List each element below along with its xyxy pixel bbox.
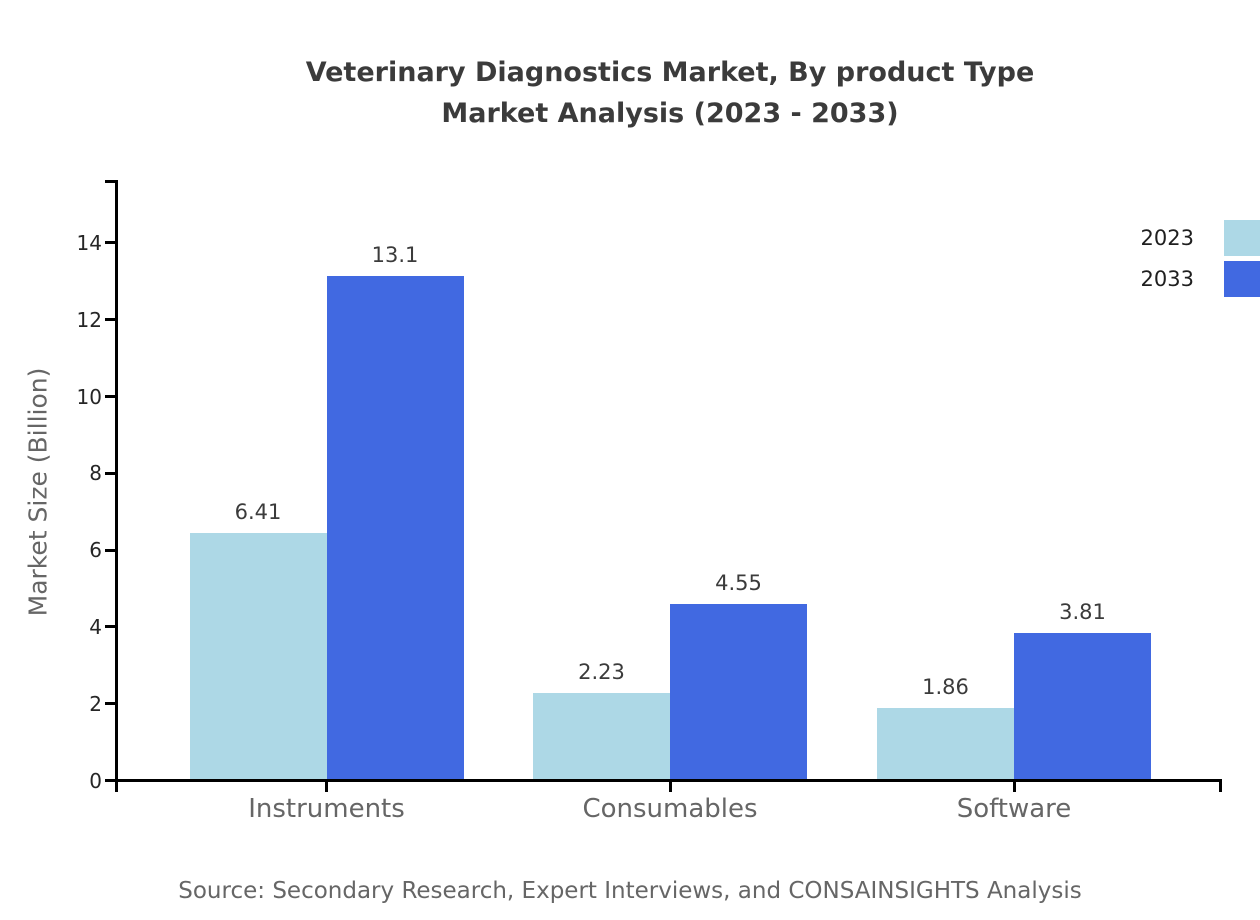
y-tick [105, 395, 115, 399]
legend-swatch-2023 [1224, 220, 1260, 256]
bar-2023-software [877, 707, 1014, 779]
bar-value-2033-software: 3.81 [1059, 599, 1106, 624]
bar-value-2023-instruments: 6.41 [234, 499, 282, 524]
y-tick [105, 471, 115, 475]
legend: 2023 2033 [1141, 220, 1260, 297]
y-tick-label: 0 [89, 768, 102, 793]
x-tick [668, 782, 672, 792]
x-axis-line [115, 779, 1222, 782]
bar-value-2033-instruments: 13.1 [371, 242, 419, 267]
x-tick-label-consumables: Consumables [582, 794, 758, 824]
bar-2033-instruments [326, 275, 464, 779]
x-tick-label-software: Software [956, 794, 1072, 824]
chart-title-line1: Veterinary Diagnostics Market, By produc… [305, 57, 1035, 88]
y-tick [105, 548, 115, 552]
bar-2023-consumables [533, 693, 670, 779]
bar-value-2023-consumables: 2.23 [578, 660, 625, 685]
y-tick [105, 318, 115, 322]
bar-value-2033-consumables: 4.55 [715, 571, 762, 596]
y-tick [105, 779, 115, 782]
y-tick-label: 6 [89, 538, 102, 563]
y-tick-label: 10 [76, 384, 102, 409]
x-axis-end-tick [1219, 782, 1222, 792]
y-tick [105, 625, 115, 629]
source-note: Source: Secondary Research, Expert Inter… [178, 878, 1082, 904]
bar-value-2023-software: 1.86 [922, 674, 969, 699]
legend-swatch-2033 [1224, 261, 1260, 297]
y-tick [105, 241, 115, 245]
x-tick [325, 782, 328, 792]
bar-2023-instruments [189, 532, 327, 779]
y-tick-label: 2 [89, 691, 102, 716]
y-tick-label: 8 [89, 461, 102, 486]
x-tick-label-instruments: Instruments [248, 794, 405, 824]
y-tick-label: 14 [76, 230, 102, 255]
chart-title-line2: Market Analysis (2023 - 2033) [441, 98, 899, 129]
y-tick-label: 4 [89, 614, 102, 639]
chart-title: Veterinary Diagnostics Market, By produc… [118, 52, 1222, 134]
legend-row-2023: 2023 [1141, 220, 1260, 256]
x-tick [1012, 782, 1016, 792]
y-tick-label: 12 [76, 307, 102, 332]
legend-label-2033: 2033 [1140, 267, 1194, 291]
legend-label-2023: 2023 [1140, 226, 1194, 250]
y-axis-end-tick [105, 180, 115, 183]
bar-2033-consumables [670, 604, 807, 779]
bar-2033-software [1014, 632, 1151, 779]
y-tick [105, 702, 115, 706]
y-axis-line [115, 180, 118, 792]
legend-row-2033: 2033 [1141, 261, 1260, 297]
